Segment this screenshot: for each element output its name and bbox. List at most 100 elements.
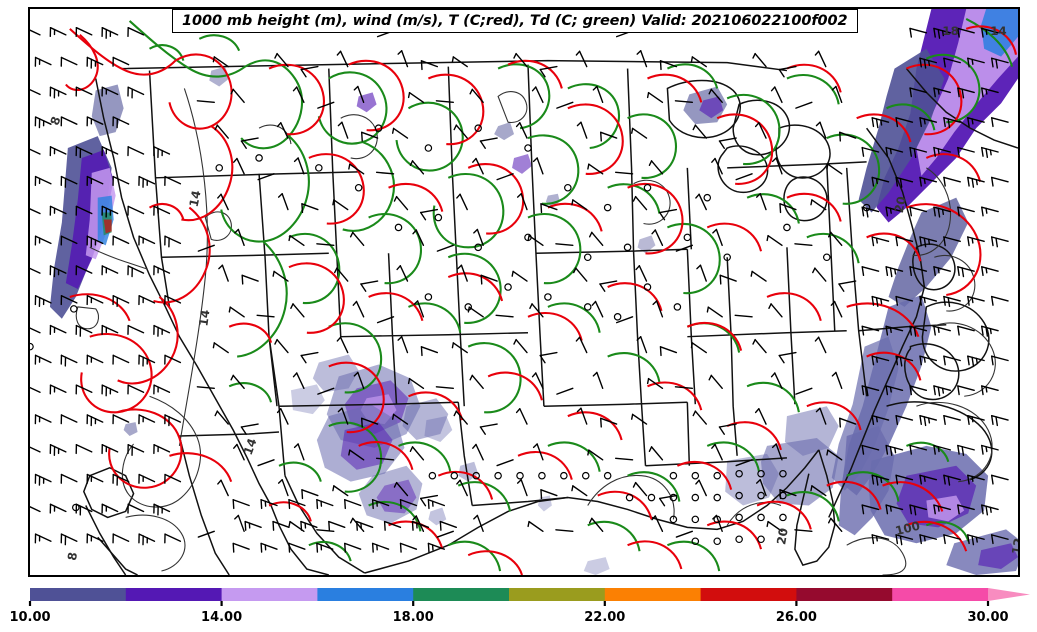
- wind-barb: [397, 50, 409, 68]
- wind-barb: [981, 325, 999, 337]
- colorbar-band: [413, 588, 510, 601]
- wind-barb: [909, 266, 928, 277]
- wind-barb: [101, 205, 119, 218]
- wind-barb: [34, 354, 52, 365]
- wind-barb: [531, 372, 544, 390]
- wind-barb: [127, 86, 145, 99]
- wind-barb: [967, 176, 985, 188]
- wind-barb: [60, 56, 78, 67]
- wind-barb: [981, 444, 999, 455]
- wind-barb: [696, 264, 707, 282]
- wind-barb: [197, 530, 215, 538]
- wind-barb: [933, 444, 951, 455]
- wind-barb: [576, 121, 588, 139]
- wind-barb: [30, 26, 41, 36]
- wind-barb: [957, 325, 975, 336]
- wind-barb: [375, 457, 395, 461]
- wind-barb: [909, 206, 928, 217]
- wind-barb: [112, 354, 130, 365]
- wind-barb: [196, 100, 215, 104]
- wind-barb: [34, 56, 52, 67]
- wind-barb: [336, 50, 349, 68]
- wind-barb: [393, 195, 409, 211]
- wind-barb: [752, 52, 767, 68]
- wind-barb: [49, 324, 67, 335]
- wind-barb: [138, 235, 156, 246]
- wind-barb: [435, 100, 454, 104]
- wind-barb: [241, 274, 259, 285]
- wind-barb: [957, 504, 975, 515]
- wind-barb: [895, 295, 914, 306]
- wind-barb: [86, 295, 104, 306]
- wind-barb: [815, 121, 827, 139]
- wind-barb: [571, 485, 588, 497]
- wind-barb: [30, 444, 41, 453]
- wind-barb: [981, 87, 999, 98]
- wind-barb: [86, 414, 104, 427]
- wind-barb: [288, 542, 306, 553]
- wind-barb: [86, 56, 104, 69]
- wind-barb: [127, 146, 145, 157]
- wind-barb: [196, 386, 215, 390]
- wind-barb: [272, 270, 289, 282]
- wind-barb: [456, 479, 468, 497]
- wind-barb: [981, 504, 999, 516]
- colorbar-bands: [30, 588, 989, 601]
- wind-barb: [810, 485, 827, 497]
- wind-barb: [101, 86, 119, 97]
- wind-barb: [690, 56, 707, 68]
- wind-barb: [587, 163, 604, 175]
- wind-barb: [990, 474, 1009, 485]
- wind-barb: [349, 231, 365, 247]
- wind-barb: [516, 193, 528, 211]
- wind-barb: [659, 346, 678, 357]
- map-panel[interactable]: 14 14 14 20 20 100 8 8 18 14 12: [28, 7, 1020, 577]
- wind-barb: [101, 324, 119, 335]
- wind-barb: [112, 56, 130, 67]
- wind-barb: [871, 295, 890, 307]
- wind-barb: [636, 336, 648, 354]
- wind-barb: [75, 324, 93, 337]
- svg-text:12: 12: [1009, 537, 1018, 556]
- wind-barb: [301, 203, 319, 214]
- wind-barb: [957, 266, 975, 278]
- colorbar-canvas[interactable]: 10.00 14.00 18.00 22.00 26.00 30.00: [0, 580, 1037, 632]
- wind-barb: [719, 274, 737, 285]
- wind-barb: [86, 235, 104, 248]
- wind-barb: [292, 372, 305, 390]
- wind-barb: [646, 91, 664, 104]
- wind-barb: [49, 384, 67, 395]
- wind-barb: [885, 266, 904, 278]
- wind-barb: [933, 87, 951, 98]
- wind-barb: [515, 408, 528, 425]
- wind-barb: [718, 137, 737, 149]
- wind-barb: [652, 300, 664, 318]
- colorbar[interactable]: 10.00 14.00 18.00 22.00 26.00 30.00: [0, 580, 1037, 632]
- wind-barb: [164, 235, 182, 248]
- wind-barb: [771, 157, 783, 175]
- colorbar-band: [125, 588, 223, 601]
- wind-barb: [871, 474, 890, 486]
- wind-barb: [957, 27, 975, 38]
- wind-barb: [648, 160, 664, 175]
- wind-barb: [257, 173, 275, 181]
- wind-barb: [479, 137, 498, 149]
- wind-barb: [336, 336, 349, 354]
- svg-text:8: 8: [65, 551, 80, 562]
- wind-barb: [317, 101, 335, 109]
- wind-barb: [674, 100, 694, 104]
- wind-barb: [556, 387, 574, 395]
- wind-barb: [674, 386, 694, 390]
- colorbar-ticks: [28, 601, 990, 606]
- wind-barb: [332, 485, 349, 497]
- wind-barb: [871, 415, 890, 425]
- wind-barb: [49, 26, 67, 38]
- wind-barb: [895, 117, 914, 128]
- wind-barb: [413, 300, 425, 318]
- wind-barb: [967, 295, 985, 306]
- svg-text:14: 14: [241, 437, 260, 457]
- map-canvas[interactable]: 14 14 14 20 20 100 8 8 18 14 12: [30, 9, 1018, 575]
- wind-barb: [756, 479, 767, 497]
- wind-barb: [86, 533, 104, 544]
- wind-barb: [86, 354, 104, 365]
